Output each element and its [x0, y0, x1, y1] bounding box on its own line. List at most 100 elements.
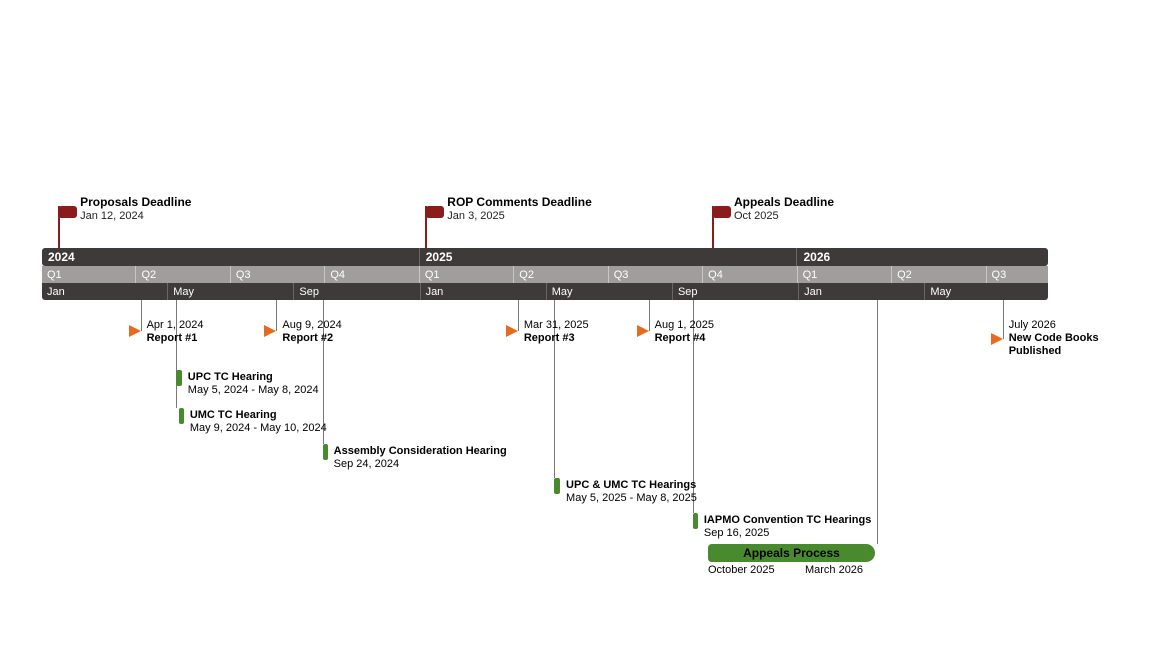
quarter-label: Q3	[992, 269, 1007, 281]
publication-arrow-icon	[991, 333, 1003, 345]
quarter-cell: Q2	[513, 266, 607, 283]
year-cell: 2026	[796, 248, 1048, 266]
hearing-label: Assembly Consideration HearingSep 24, 20…	[334, 445, 507, 471]
hearing-block	[323, 444, 328, 460]
month-label: May	[552, 286, 573, 298]
month-label: Jan	[47, 286, 65, 298]
publication-date: July 2026	[1009, 319, 1099, 332]
year-bar: 2024 2025 2026	[42, 248, 1048, 266]
process-bar: Appeals Process	[708, 544, 875, 562]
month-cell: Jan	[798, 283, 924, 300]
month-bar: Jan May Sep Jan May Sep Jan May	[42, 283, 1048, 300]
quarter-label: Q4	[330, 269, 345, 281]
report-date: Apr 1, 2024	[147, 319, 204, 332]
hearing-block	[176, 370, 182, 386]
hearing-title: UPC TC Hearing	[188, 371, 319, 384]
month-cell: May	[167, 283, 293, 300]
guide-line	[1003, 300, 1004, 339]
quarter-cell: Q2	[891, 266, 985, 283]
report-title: Report #2	[282, 332, 341, 345]
month-cell: Sep	[293, 283, 419, 300]
quarter-label: Q3	[236, 269, 251, 281]
month-cell: May	[924, 283, 1048, 300]
guide-line	[877, 300, 878, 544]
quarter-label: Q1	[47, 269, 62, 281]
quarter-cell: Q3	[986, 266, 1048, 283]
month-cell: Jan	[42, 283, 167, 300]
report-label: Mar 31, 2025Report #3	[524, 319, 589, 345]
publication-title: New Code Books	[1009, 332, 1099, 345]
year-label: 2024	[48, 250, 75, 264]
hearing-date: May 9, 2024 - May 10, 2024	[190, 422, 327, 435]
hearing-label: UPC TC HearingMay 5, 2024 - May 8, 2024	[188, 371, 319, 397]
hearing-label: IAPMO Convention TC HearingsSep 16, 2025	[704, 514, 871, 540]
milestone-date: Jan 3, 2025	[447, 209, 591, 223]
quarter-cell: Q4	[324, 266, 418, 283]
quarter-cell: Q1	[419, 266, 513, 283]
quarter-label: Q2	[519, 269, 534, 281]
month-label: Jan	[804, 286, 822, 298]
milestone-date: Jan 12, 2024	[80, 209, 191, 223]
quarter-label: Q3	[614, 269, 629, 281]
quarter-label: Q1	[425, 269, 440, 281]
month-label: May	[173, 286, 194, 298]
process-end-date: March 2026	[805, 564, 863, 576]
hearing-label: UPC & UMC TC HearingsMay 5, 2025 - May 8…	[566, 479, 697, 505]
hearing-date: May 5, 2024 - May 8, 2024	[188, 384, 319, 397]
milestone-label: ROP Comments DeadlineJan 3, 2025	[447, 195, 591, 223]
milestone-title: ROP Comments Deadline	[447, 195, 591, 209]
milestone-label: Proposals DeadlineJan 12, 2024	[80, 195, 191, 223]
quarter-cell: Q2	[135, 266, 229, 283]
year-cell: 2025	[419, 248, 797, 266]
month-cell: Jan	[420, 283, 546, 300]
report-arrow-icon	[129, 325, 141, 337]
hearing-date: May 5, 2025 - May 8, 2025	[566, 492, 697, 505]
quarter-cell: Q3	[230, 266, 324, 283]
month-label: Sep	[678, 286, 698, 298]
guide-line	[141, 300, 142, 331]
hearing-title: IAPMO Convention TC Hearings	[704, 514, 871, 527]
hearing-date: Sep 16, 2025	[704, 527, 871, 540]
report-arrow-icon	[637, 325, 649, 337]
process-label: Appeals Process	[743, 546, 840, 560]
quarter-cell: Q4	[702, 266, 796, 283]
month-label: May	[930, 286, 951, 298]
publication-label: July 2026New Code BooksPublished	[1009, 319, 1099, 358]
report-date: Mar 31, 2025	[524, 319, 589, 332]
guide-line	[649, 300, 650, 331]
report-title: Report #1	[147, 332, 204, 345]
quarter-cell: Q1	[797, 266, 891, 283]
quarter-label: Q4	[708, 269, 723, 281]
hearing-block	[554, 478, 560, 494]
hearing-title: Assembly Consideration Hearing	[334, 445, 507, 458]
year-cell: 2024	[42, 248, 419, 266]
hearing-block	[179, 408, 184, 424]
report-date: Aug 9, 2024	[282, 319, 341, 332]
month-label: Sep	[299, 286, 319, 298]
guide-line	[518, 300, 519, 331]
quarter-label: Q2	[141, 269, 156, 281]
publication-title: Published	[1009, 345, 1099, 358]
report-title: Report #3	[524, 332, 589, 345]
quarter-cell: Q1	[42, 266, 135, 283]
quarter-cell: Q3	[608, 266, 702, 283]
hearing-title: UPC & UMC TC Hearings	[566, 479, 697, 492]
guide-line	[176, 300, 177, 408]
process-start-date: October 2025	[708, 564, 775, 576]
report-label: Aug 1, 2025Report #4	[655, 319, 714, 345]
report-arrow-icon	[264, 325, 276, 337]
milestone-title: Proposals Deadline	[80, 195, 191, 209]
report-date: Aug 1, 2025	[655, 319, 714, 332]
month-label: Jan	[426, 286, 444, 298]
report-label: Apr 1, 2024Report #1	[147, 319, 204, 345]
year-label: 2026	[803, 250, 830, 264]
hearing-date: Sep 24, 2024	[334, 458, 507, 471]
month-cell: Sep	[672, 283, 798, 300]
month-cell: May	[546, 283, 672, 300]
hearing-title: UMC TC Hearing	[190, 409, 327, 422]
hearing-block	[693, 513, 698, 529]
year-label: 2025	[426, 250, 453, 264]
report-arrow-icon	[506, 325, 518, 337]
milestone-title: Appeals Deadline	[734, 195, 834, 209]
report-title: Report #4	[655, 332, 714, 345]
